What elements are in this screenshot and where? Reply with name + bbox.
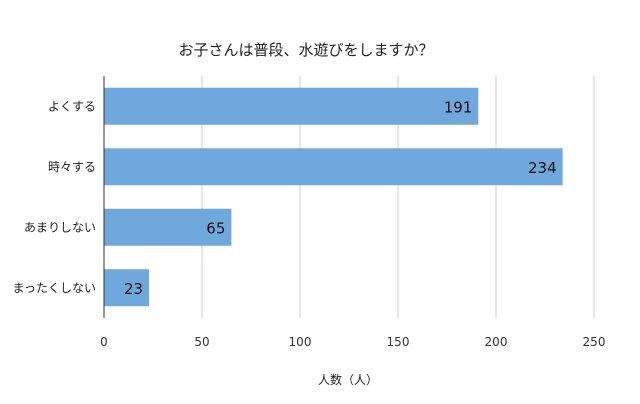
x-tick-labels: 0 50 100 150 200 250 xyxy=(100,335,605,349)
x-tick-label: 150 xyxy=(387,335,410,349)
category-label: 時々する xyxy=(48,160,96,174)
x-tick-label: 200 xyxy=(485,335,508,349)
x-tick-label: 100 xyxy=(289,335,312,349)
x-tick-label: 0 xyxy=(100,335,108,349)
bar xyxy=(104,269,150,307)
x-axis-title: 人数（人） xyxy=(318,372,378,387)
x-tick-label: 50 xyxy=(194,335,209,349)
data-label: 65 xyxy=(206,219,225,237)
bar xyxy=(104,148,563,186)
bar xyxy=(104,87,479,125)
category-label: あまりしない xyxy=(24,220,96,234)
data-labels: 191 234 65 23 xyxy=(124,98,557,298)
category-label: よくする xyxy=(48,99,96,113)
data-label: 234 xyxy=(528,159,557,177)
data-label: 23 xyxy=(124,280,143,298)
bar xyxy=(104,208,232,246)
chart-title: お子さんは普段、水遊びをしますか？ xyxy=(178,41,433,59)
category-label: まったくしない xyxy=(12,281,96,295)
bars xyxy=(104,87,563,307)
x-tick-label: 250 xyxy=(583,335,606,349)
data-label: 191 xyxy=(444,98,473,116)
